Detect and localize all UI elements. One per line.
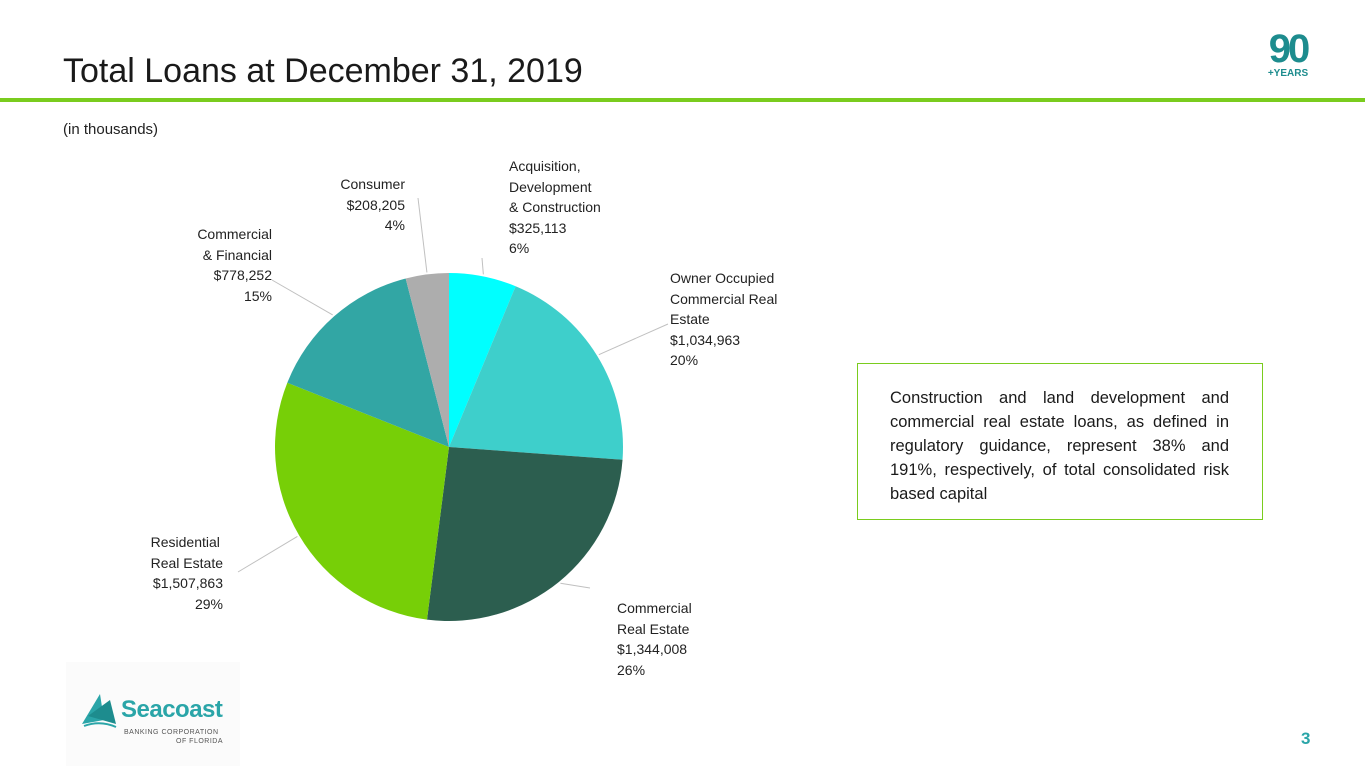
badge-number: 90 — [1268, 27, 1311, 71]
label-commercial-real-estate: Commercial Real Estate $1,344,008 26% — [617, 598, 692, 680]
label-line: Commercial — [197, 226, 272, 242]
label-line: Real Estate — [150, 554, 223, 571]
label-commercial-financial: Commercial & Financial $778,252 15% — [197, 224, 272, 306]
leader-line — [271, 279, 333, 316]
logo-subtitle-line1: BANKING CORPORATION — [124, 729, 219, 736]
pie-slice-acquisition-development-construction — [449, 273, 516, 447]
leader-line — [237, 535, 298, 573]
label-line: Consumer — [340, 176, 405, 192]
label-value: $1,507,863 — [152, 575, 223, 591]
leader-line — [481, 257, 484, 275]
label-line: Acquisition, — [509, 158, 581, 174]
label-value: $778,252 — [213, 267, 272, 283]
pie-slices — [275, 273, 624, 621]
label-acquisition-development-construction: Acquisition, Development & Construction … — [509, 156, 601, 259]
label-line: Residential — [150, 534, 220, 550]
label-line: Real Estate — [617, 620, 690, 637]
pie-slice-consumer — [405, 273, 449, 447]
page-number: 3 — [1301, 729, 1311, 748]
label-percent: 15% — [243, 287, 272, 304]
leader-line — [417, 197, 428, 273]
leader-line — [598, 323, 669, 356]
page-title: Total Loans at December 31, 2019 — [63, 52, 583, 90]
label-line: & Financial — [202, 246, 272, 263]
label-value: $1,034,963 — [670, 331, 741, 348]
pie-slice-commercial-real-estate — [427, 447, 623, 621]
label-percent: 6% — [509, 240, 530, 256]
sailboat-logo-icon — [82, 694, 117, 728]
label-value: $1,344,008 — [617, 641, 688, 657]
pie-slice-residential-real-estate — [275, 382, 449, 620]
pie-slice-owner-occupied-commercial-real-estate — [449, 286, 624, 460]
label-line: Estate — [670, 311, 710, 327]
label-percent: 29% — [194, 595, 223, 612]
badge-label: +YEARS — [1267, 68, 1309, 79]
title-divider — [0, 98, 1365, 102]
label-line: Owner Occupied — [670, 270, 775, 286]
label-line: Development — [509, 178, 592, 195]
label-residential-real-estate: Residential Real Estate $1,507,863 29% — [151, 532, 223, 614]
ninety-years-badge: 90 +YEARS — [1258, 27, 1318, 82]
units-subtitle: (in thousands) — [63, 121, 159, 138]
leader-line — [560, 582, 591, 589]
label-owner-occupied-cre: Owner Occupied Commercial Real Estate $1… — [670, 268, 777, 371]
seacoast-logo: Seacoast BANKING CORPORATION OF FLORIDA — [66, 662, 240, 766]
leader-lines — [237, 197, 669, 589]
pie-slice-commercial-financial — [287, 278, 449, 447]
capital-callout-box: Construction and land development and co… — [857, 363, 1263, 520]
label-value: $208,205 — [346, 196, 405, 213]
logo-subtitle-line2: OF FLORIDA — [176, 738, 224, 745]
label-value: $325,113 — [509, 219, 567, 236]
label-line: & Construction — [509, 199, 601, 215]
label-line: Commercial — [617, 600, 692, 616]
label-percent: 20% — [670, 352, 699, 368]
label-consumer: Consumer $208,205 4% — [340, 174, 405, 236]
label-percent: 26% — [617, 661, 646, 678]
label-line: Commercial Real — [670, 290, 778, 307]
logo-name: Seacoast — [121, 696, 223, 723]
label-percent: 4% — [384, 217, 405, 233]
